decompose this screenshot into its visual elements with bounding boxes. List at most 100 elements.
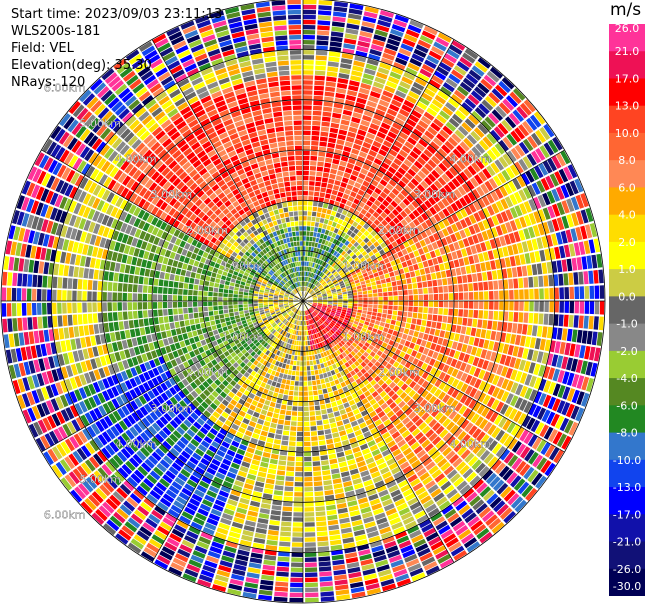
- range-gate: [374, 262, 381, 268]
- range-gate: [304, 276, 306, 281]
- range-gate: [448, 152, 459, 162]
- range-gate: [357, 129, 367, 137]
- range-gate: [360, 146, 370, 154]
- range-gate: [317, 264, 321, 270]
- range-gate: [478, 338, 485, 348]
- range-gate: [331, 269, 336, 274]
- range-gate: [408, 289, 413, 295]
- range-gate: [315, 55, 327, 61]
- range-gate: [348, 158, 356, 165]
- range-gate: [337, 207, 343, 214]
- range-gate: [506, 150, 517, 163]
- range-gate: [514, 218, 522, 230]
- range-gate: [325, 258, 330, 263]
- range-gate: [323, 484, 333, 491]
- range-gate: [322, 470, 331, 476]
- range-gate: [309, 166, 317, 171]
- range-gate: [324, 489, 334, 496]
- range-gate: [464, 364, 472, 374]
- range-gate: [193, 336, 200, 343]
- range-gate: [355, 217, 362, 224]
- range-gate: [307, 371, 311, 376]
- range-gate: [353, 235, 360, 241]
- range-gate: [528, 226, 536, 239]
- range-gate: [305, 241, 309, 246]
- range-gate: [552, 368, 560, 382]
- range-gate: [529, 375, 537, 388]
- range-gate: [312, 120, 321, 126]
- range-gate: [212, 329, 219, 335]
- range-gate: [383, 327, 389, 333]
- range-gate: [571, 389, 580, 404]
- range-gate: [318, 10, 332, 16]
- range-gate: [376, 170, 384, 178]
- range-gate: [504, 406, 514, 418]
- range-gate: [574, 286, 580, 299]
- range-gate: [411, 109, 422, 119]
- range-gate: [536, 351, 544, 363]
- range-gate: [496, 364, 504, 376]
- range-gate: [328, 266, 333, 271]
- range-gate: [556, 433, 567, 448]
- range-gate: [418, 288, 423, 295]
- range-gate: [459, 197, 468, 207]
- range-gate: [332, 374, 338, 380]
- range-gate: [478, 253, 485, 262]
- range-gate: [350, 239, 356, 245]
- range-gate: [342, 476, 351, 483]
- range-gate: [333, 11, 347, 18]
- range-gate: [395, 205, 403, 213]
- range-gate: [432, 351, 439, 360]
- range-gate: [333, 437, 341, 443]
- range-gate: [463, 256, 470, 266]
- range-gate: [420, 115, 432, 125]
- range-gate: [406, 278, 412, 284]
- range-gate: [321, 292, 327, 295]
- range-gate: [163, 338, 169, 346]
- range-gate: [409, 57, 422, 67]
- range-gate: [276, 470, 286, 476]
- range-gate: [377, 19, 391, 28]
- range-gate: [442, 364, 450, 373]
- range-gate: [335, 92, 346, 99]
- range-gate: [449, 349, 456, 358]
- range-gate: [352, 292, 358, 296]
- range-gate: [345, 167, 353, 174]
- range-gate: [439, 187, 449, 197]
- range-gate: [304, 557, 317, 562]
- range-gate: [362, 287, 367, 292]
- range-gate: [322, 274, 326, 279]
- range-gate: [473, 291, 479, 300]
- range-gate: [294, 381, 299, 386]
- range-gate: [367, 226, 374, 233]
- range-gate: [404, 172, 413, 181]
- range-gate: [303, 105, 312, 110]
- range-gate: [337, 456, 346, 463]
- range-gate: [361, 78, 373, 86]
- range-gate: [521, 241, 529, 253]
- range-gate: [453, 308, 459, 317]
- range-gate: [269, 385, 275, 392]
- range-gate: [511, 267, 518, 278]
- range-gate: [404, 215, 412, 224]
- range-gate: [322, 282, 327, 287]
- range-gate: [312, 115, 321, 121]
- range-gate: [566, 328, 573, 342]
- range-gate: [410, 86, 422, 96]
- range-gate: [346, 249, 352, 255]
- range-gate: [494, 159, 505, 171]
- range-gate: [320, 596, 335, 602]
- range-gate: [473, 390, 482, 400]
- range-gate: [401, 366, 408, 374]
- range-gate: [356, 285, 362, 290]
- range-gate: [340, 198, 347, 205]
- range-gate: [317, 30, 330, 36]
- range-gate: [538, 393, 547, 406]
- range-gate: [438, 61, 452, 72]
- range-gate: [352, 186, 359, 193]
- range-gate: [367, 233, 374, 240]
- range-gate: [318, 394, 324, 400]
- range-gate: [466, 134, 478, 145]
- range-gate: [336, 502, 347, 509]
- range-gate: [303, 386, 308, 391]
